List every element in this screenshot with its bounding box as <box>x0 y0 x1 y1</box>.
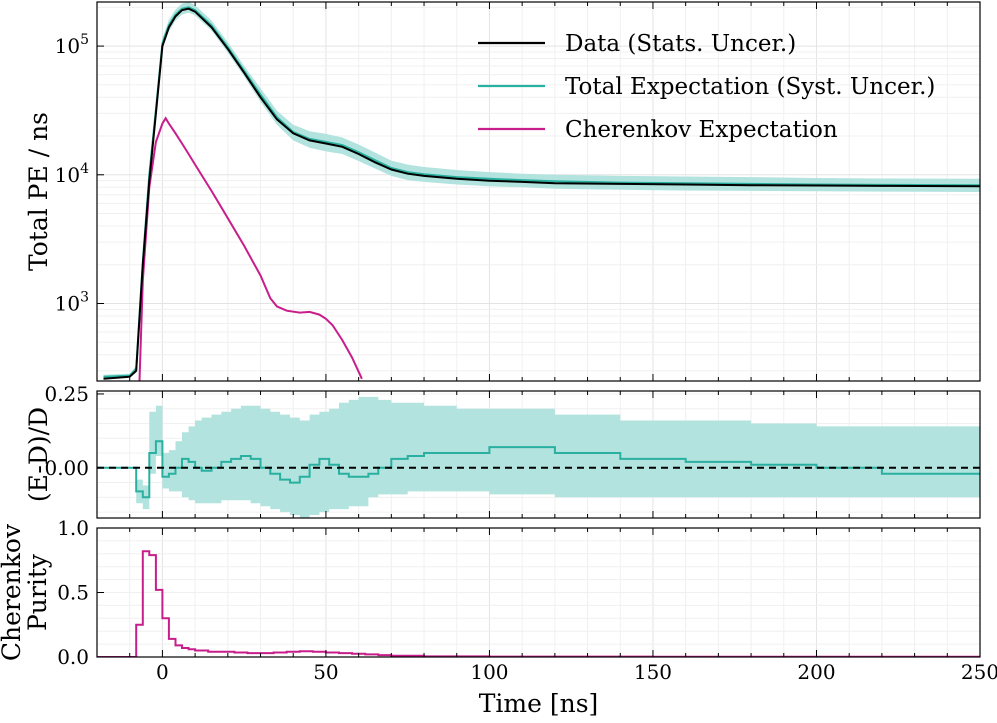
total-expectation-band <box>103 2 980 379</box>
legend-label: Cherenkov Expectation <box>565 117 838 143</box>
middle-frame <box>96 390 981 519</box>
bottom-panel <box>97 527 981 658</box>
x-tick-label: 100 <box>470 660 508 684</box>
tick-base: 10 <box>55 34 80 58</box>
middle-y-axis-label: (E-D)/D <box>24 407 53 502</box>
tick-exponent: 5 <box>80 32 89 48</box>
x-tick-label: 0 <box>156 660 169 684</box>
x-tick-label: 200 <box>797 660 835 684</box>
top-panel <box>97 2 981 381</box>
bottom-y-axis-label-line2: Purity <box>23 553 52 631</box>
legend: Data (Stats. Uncer.) Total Expectation (S… <box>478 31 935 143</box>
y-tick-label: 0.00 <box>44 456 89 480</box>
tick-exponent: 3 <box>80 290 89 306</box>
y-tick-label: 0.0 <box>57 645 89 669</box>
y-tick-label: 0.25 <box>44 382 89 406</box>
x-tick-label: 150 <box>634 660 672 684</box>
top-plot-area <box>103 2 980 381</box>
data-line <box>103 7 980 380</box>
residual-step-line <box>97 440 980 499</box>
y-tick-label: 1.0 <box>57 516 89 540</box>
x-axis-label: Time [ns] <box>479 689 599 718</box>
y-tick-label: 0.5 <box>57 581 89 605</box>
bottom-y-axis-label-line1: Cherenkov <box>0 523 26 661</box>
tick-exponent: 4 <box>80 161 89 177</box>
purity-step-line <box>97 550 980 657</box>
y-tick-label: 103 <box>55 290 89 316</box>
tick-base: 10 <box>55 163 80 187</box>
y-tick-label: 104 <box>55 161 89 187</box>
x-tick-label: 250 <box>961 660 997 684</box>
middle-panel <box>97 391 981 518</box>
top-y-axis-label: Total PE / ns <box>24 112 53 271</box>
residual-uncertainty-band <box>97 396 980 518</box>
tick-base: 10 <box>55 292 80 316</box>
bottom-plot-area <box>97 550 980 657</box>
cherenkov-expectation-line <box>138 116 363 381</box>
legend-label: Data (Stats. Uncer.) <box>565 31 796 57</box>
top-frame <box>96 1 981 382</box>
middle-plot-area <box>97 396 980 518</box>
y-tick-label: 105 <box>55 32 89 58</box>
x-tick-label: 50 <box>313 660 338 684</box>
legend-label: Total Expectation (Syst. Uncer.) <box>565 74 935 100</box>
